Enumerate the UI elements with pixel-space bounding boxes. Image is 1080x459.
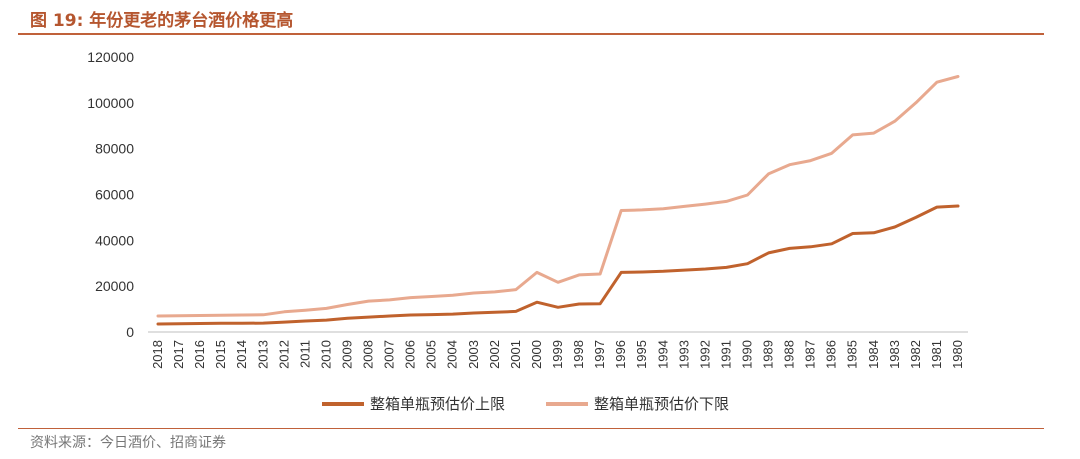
source-note: 资料来源：今日酒价、招商证券 [30, 435, 226, 451]
x-tick-label: 2014 [234, 340, 249, 369]
x-tick-label: 2013 [255, 340, 270, 369]
x-tick-label: 1982 [908, 340, 923, 369]
x-tick-label: 1993 [676, 340, 691, 369]
x-axis: 2018 2017 2016 2015 2014 2013 2012 2011 2010 2009… [148, 331, 968, 369]
y-tick-label: 40000 [95, 232, 134, 248]
legend: 整箱单瓶预估价上限 整箱单瓶预估价下限 [322, 395, 729, 413]
x-tick-label: 1989 [761, 340, 776, 369]
y-tick-label: 0 [126, 324, 134, 340]
x-tick-label: 1999 [550, 340, 565, 369]
y-tick-label: 80000 [95, 141, 134, 157]
y-tick-label: 60000 [95, 187, 134, 203]
x-tick-label: 2018 [150, 340, 165, 369]
x-tick-label: 2015 [213, 340, 228, 369]
x-tick-label: 2010 [318, 340, 333, 369]
x-tick-label: 1998 [571, 340, 586, 369]
x-tick-label: 2004 [445, 340, 460, 369]
x-tick-label: 2008 [361, 340, 376, 369]
x-tick-label: 2009 [339, 340, 354, 369]
y-axis: 0 20000 40000 60000 80000 100000 120000 [87, 49, 134, 340]
x-tick-label: 1994 [655, 340, 670, 369]
x-tick-label: 1988 [782, 340, 797, 369]
x-tick-label: 1996 [613, 340, 628, 369]
x-tick-label: 2002 [487, 340, 502, 369]
y-tick-label: 100000 [87, 95, 134, 111]
x-tick-label: 2003 [466, 340, 481, 369]
x-tick-label: 1980 [950, 340, 965, 369]
x-tick-label: 1985 [845, 340, 860, 369]
x-tick-label: 1984 [866, 340, 881, 369]
x-tick-label: 2011 [297, 340, 312, 368]
x-tick-label: 2006 [403, 340, 418, 369]
y-tick-label: 20000 [95, 278, 134, 294]
x-tick-label: 1992 [697, 340, 712, 369]
x-tick-label: 1987 [803, 340, 818, 369]
figure-title: 图 19: 年份更老的茅台酒价格更高 [30, 11, 294, 31]
x-tick-label: 2000 [529, 340, 544, 369]
x-tick-label: 2001 [508, 340, 523, 369]
legend-label: 整箱单瓶预估价上限 [370, 395, 505, 413]
x-tick-label: 1986 [824, 340, 839, 369]
x-tick-label: 1991 [718, 340, 733, 369]
x-tick-label: 2016 [192, 340, 207, 369]
bottom-divider [18, 428, 1044, 429]
x-tick-label: 1981 [929, 340, 944, 369]
series-line [156, 75, 960, 318]
legend-label: 整箱单瓶预估价下限 [594, 395, 729, 413]
top-divider [18, 33, 1044, 35]
x-tick-label: 1983 [887, 340, 902, 369]
y-tick-label: 120000 [87, 49, 134, 65]
x-tick-label: 1997 [592, 340, 607, 369]
x-tick-label: 1990 [739, 340, 754, 369]
series-line [156, 204, 960, 326]
x-tick-label: 2007 [382, 340, 397, 369]
x-tick-label: 2005 [424, 340, 439, 369]
x-tick-label: 1995 [634, 340, 649, 369]
series-layer [156, 75, 960, 326]
x-tick-label: 2017 [171, 340, 186, 369]
x-tick-label: 2012 [276, 340, 291, 369]
